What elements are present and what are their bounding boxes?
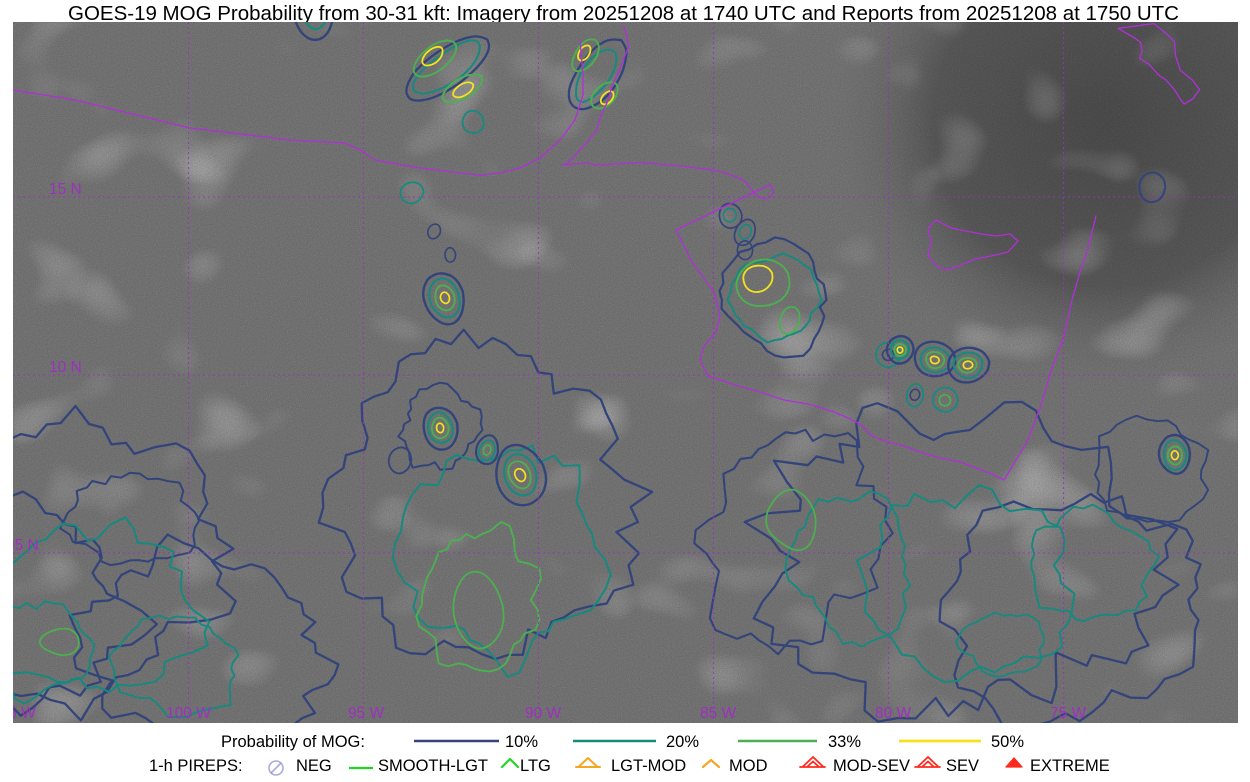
svg-text:10 N: 10 N	[49, 359, 82, 376]
svg-text:100 W: 100 W	[166, 705, 211, 722]
svg-text:MOD: MOD	[729, 757, 768, 775]
svg-text:75 W: 75 W	[1050, 705, 1087, 722]
svg-text:20%: 20%	[666, 733, 699, 751]
svg-text:05 N: 05 N	[13, 537, 39, 554]
svg-text:LTG: LTG	[520, 757, 551, 775]
svg-text:33%: 33%	[828, 733, 861, 751]
svg-text:SEV: SEV	[946, 757, 979, 775]
svg-text:Probability of MOG:: Probability of MOG:	[221, 733, 365, 751]
svg-text:85 W: 85 W	[700, 705, 737, 722]
svg-text:50%: 50%	[991, 733, 1024, 751]
svg-text:95 W: 95 W	[348, 705, 385, 722]
svg-text:105 W: 105 W	[13, 705, 36, 722]
svg-text:80 W: 80 W	[875, 705, 912, 722]
svg-text:NEG: NEG	[296, 757, 332, 775]
svg-text:1-h PIREPS:: 1-h PIREPS:	[149, 757, 243, 775]
svg-text:15 N: 15 N	[49, 181, 82, 198]
svg-text:10%: 10%	[505, 733, 538, 751]
svg-text:EXTREME: EXTREME	[1030, 757, 1110, 775]
svg-text:MOD-SEV: MOD-SEV	[833, 757, 910, 775]
svg-text:SMOOTH-LGT: SMOOTH-LGT	[378, 757, 488, 775]
svg-text:LGT-MOD: LGT-MOD	[611, 757, 686, 775]
svg-text:90 W: 90 W	[525, 705, 562, 722]
